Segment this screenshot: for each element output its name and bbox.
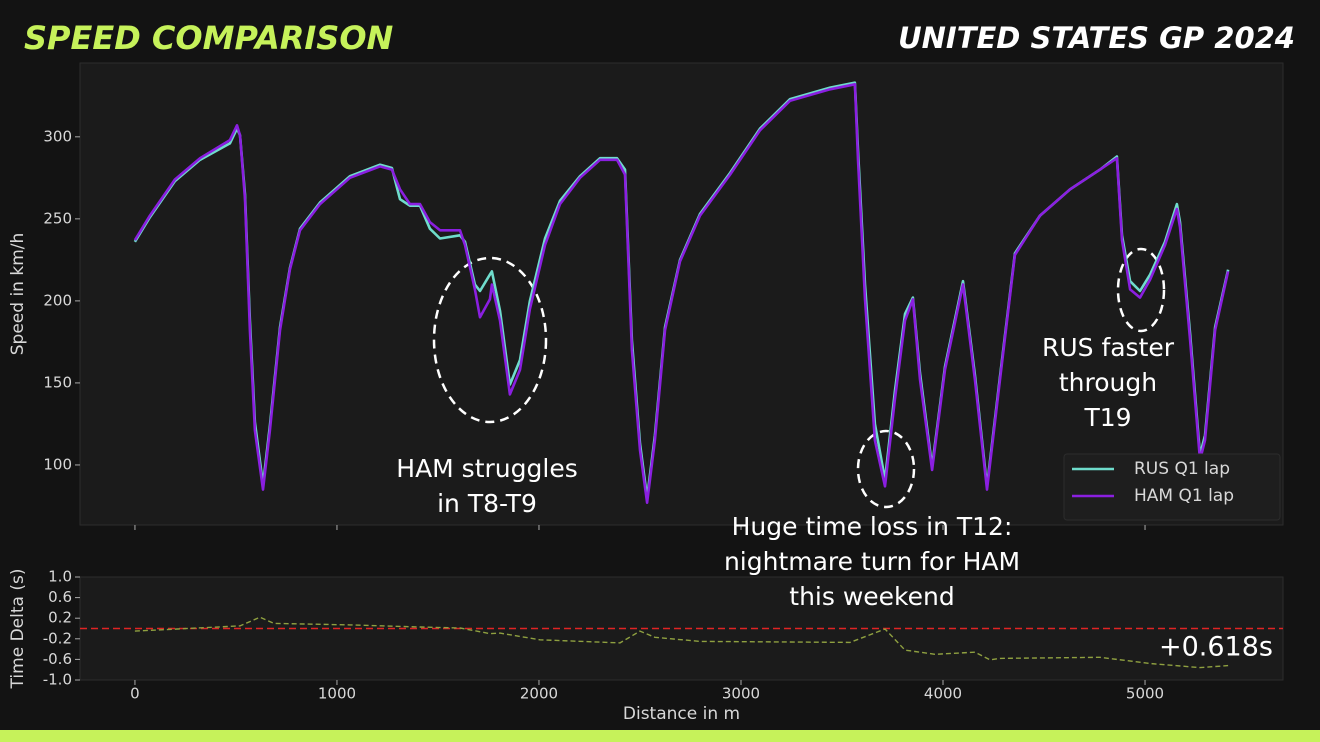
x-axis-label: Distance in m	[623, 704, 740, 724]
page-title: SPEED COMPARISON	[24, 19, 394, 57]
legend-label: HAM Q1 lap	[1134, 486, 1234, 506]
y-tick-label: 1.0	[48, 568, 72, 586]
legend-box	[1063, 453, 1281, 521]
annotation: in T8-T9	[437, 489, 537, 518]
x-tick-label: 1000	[318, 685, 356, 703]
annotation: T19	[1083, 403, 1131, 432]
annotation: nightmare turn for HAM	[724, 547, 1020, 576]
annotation: Huge time loss in T12:	[732, 512, 1013, 541]
highlight-ellipse	[856, 429, 916, 509]
y-tick-label: 300	[43, 127, 72, 145]
event-title: UNITED STATES GP 2024	[898, 21, 1295, 55]
y-tick-label: 150	[43, 373, 72, 391]
plot-area	[79, 62, 1284, 526]
y-tick-label: 0.6	[48, 588, 72, 606]
highlight-ellipse	[432, 256, 548, 424]
annotation: through	[1059, 368, 1157, 397]
y-tick-label: -0.6	[43, 650, 72, 668]
y-tick-label: 200	[43, 291, 72, 309]
x-tick-label: 2000	[520, 685, 558, 703]
y-tick-label: 100	[43, 455, 72, 473]
annotation: RUS faster	[1042, 333, 1175, 362]
annotation: this weekend	[789, 582, 954, 611]
y-axis-label: Speed in km/h	[8, 233, 28, 356]
footer-bar	[0, 730, 1320, 742]
y-tick-label: -1.0	[43, 671, 72, 689]
x-tick-label: 3000	[722, 685, 760, 703]
legend-label: RUS Q1 lap	[1134, 459, 1230, 479]
annotation: +0.618s	[1159, 632, 1273, 663]
series-line	[133, 83, 1230, 504]
x-tick-label: 4000	[924, 685, 962, 703]
y-tick-label: 250	[43, 209, 72, 227]
x-tick-label: 0	[130, 685, 140, 703]
y-tick-label: -0.2	[43, 629, 72, 647]
y-tick-label: 0.2	[48, 609, 72, 627]
x-tick-label: 5000	[1126, 685, 1164, 703]
annotation: HAM struggles	[396, 454, 577, 483]
y-axis-label: Time Delta (s)	[8, 569, 28, 690]
highlight-ellipse	[1116, 247, 1166, 333]
